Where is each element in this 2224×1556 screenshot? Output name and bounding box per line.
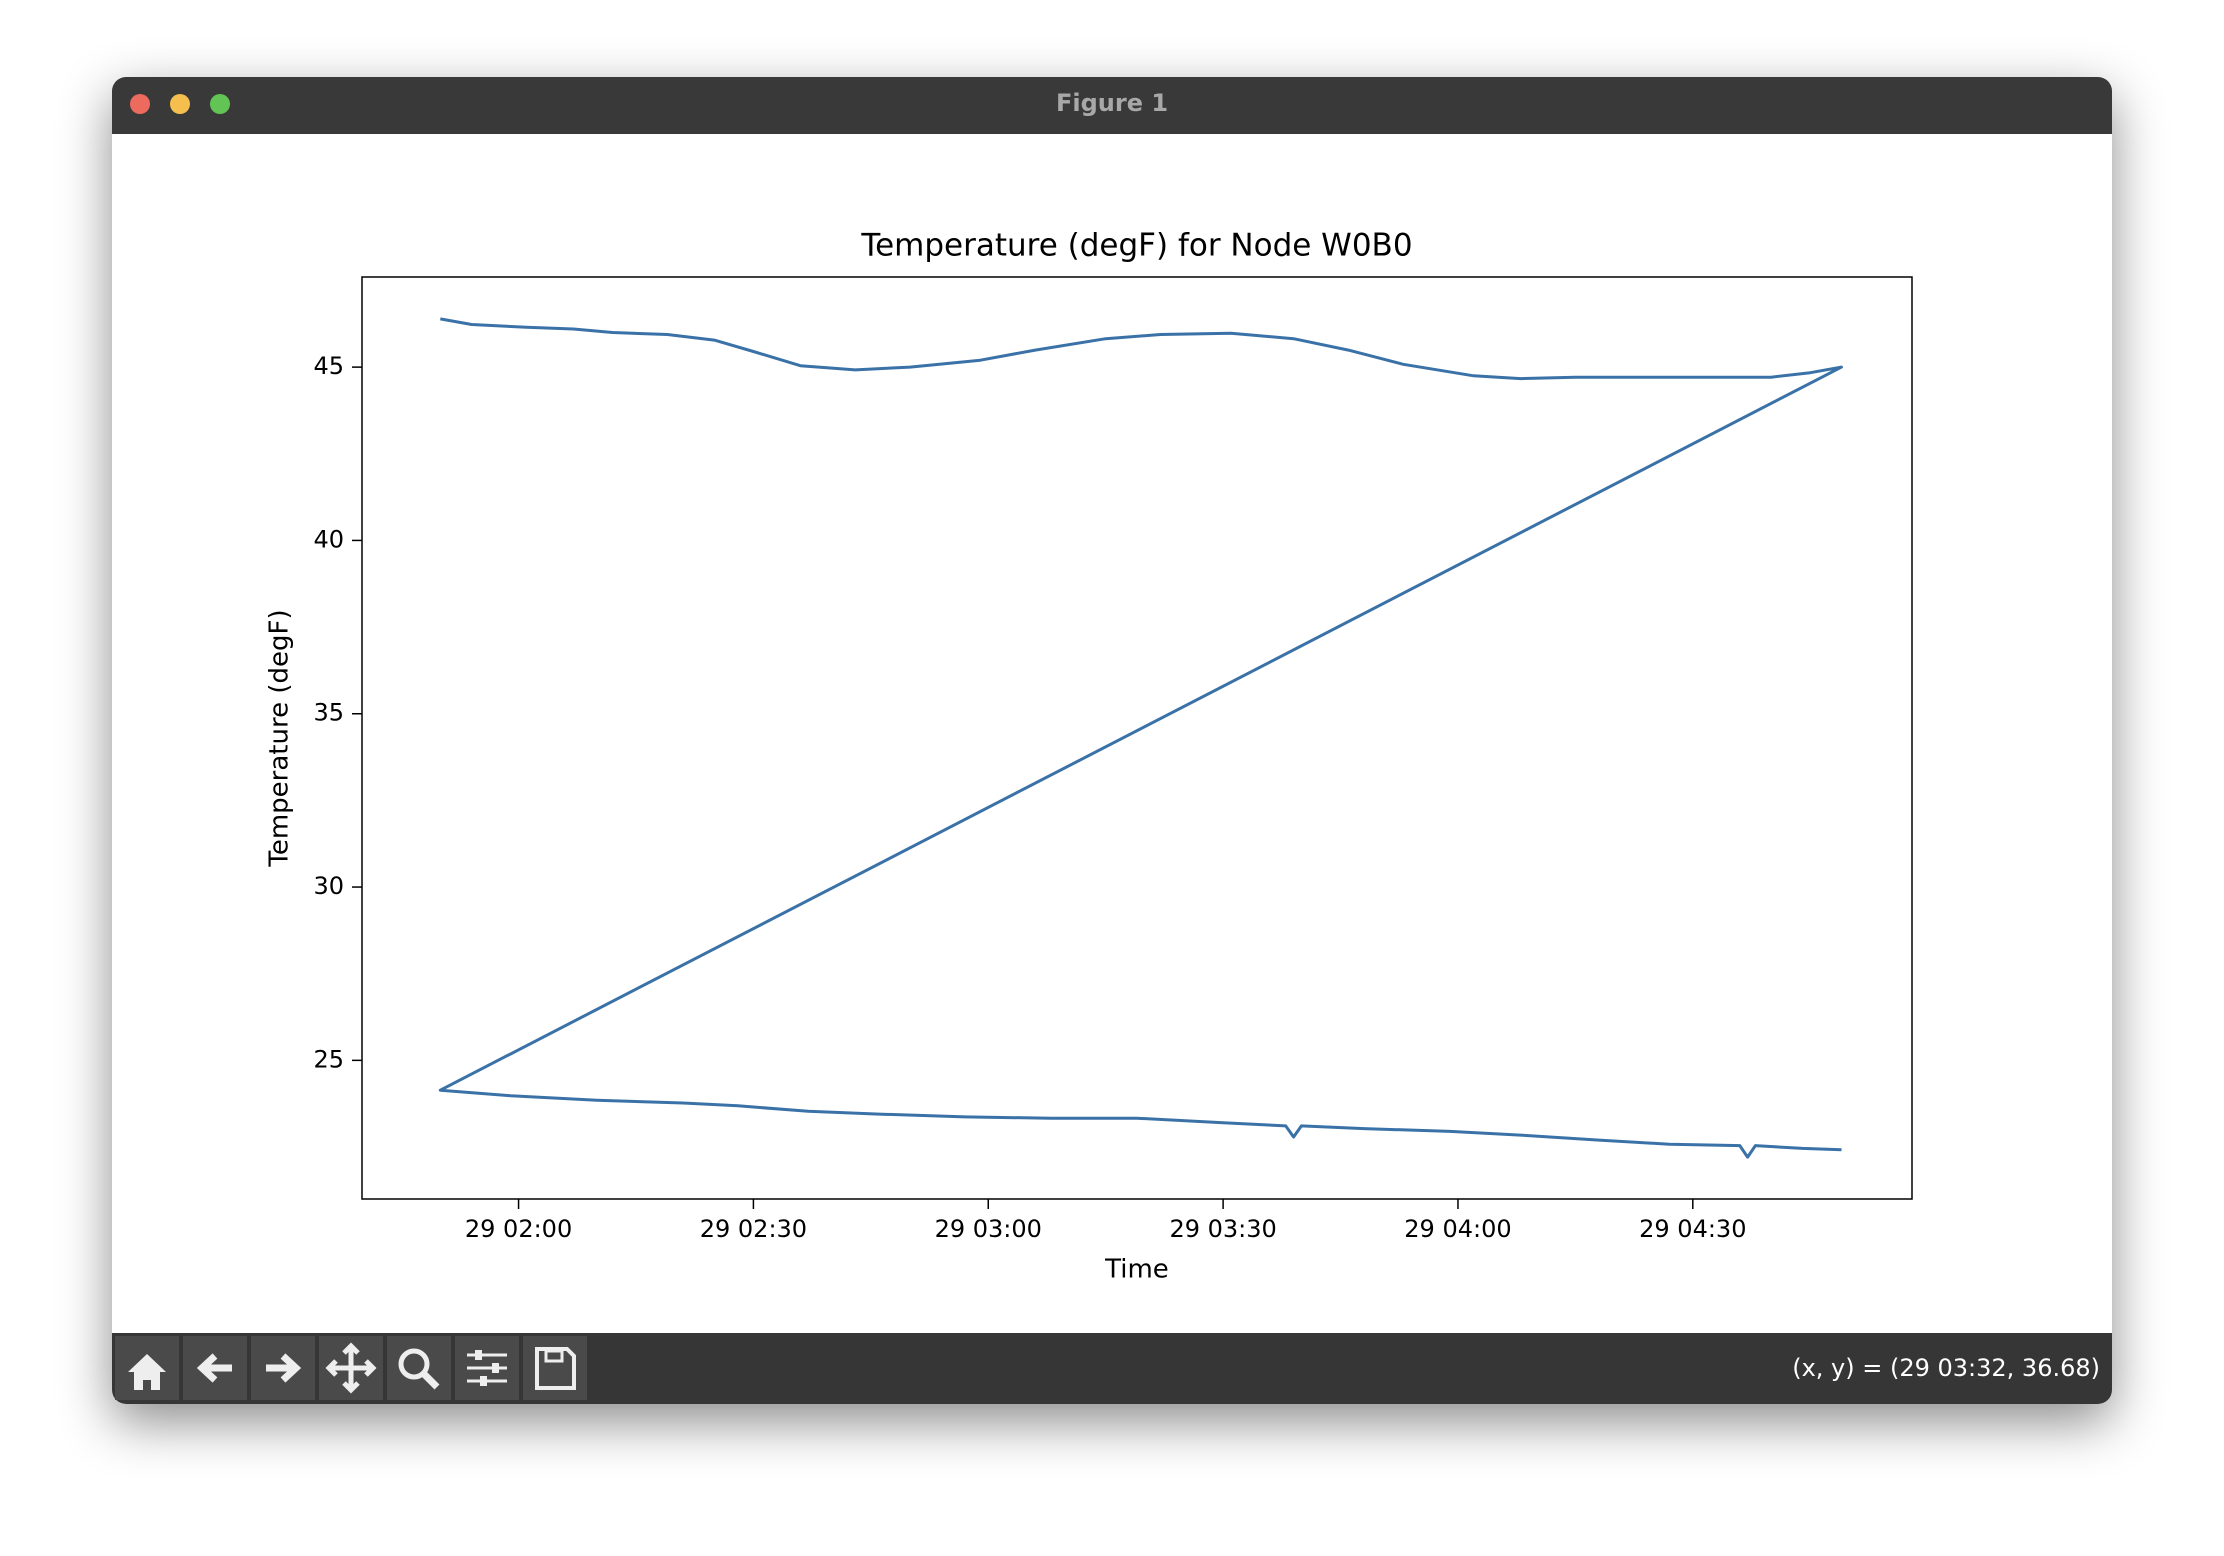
y-tick-label: 25 [313,1045,344,1073]
toolbar-buttons [115,1336,587,1400]
configure-button[interactable] [455,1336,519,1400]
window [112,77,2112,1404]
y-tick-label: 35 [313,699,344,727]
close-button[interactable] [130,94,150,114]
forward-button[interactable] [251,1336,315,1400]
y-tick-label: 40 [313,525,344,553]
y-tick-label: 30 [313,872,344,900]
chart-title: Temperature (degF) for Node W0B0 [860,228,1412,264]
x-tick-label: 29 03:30 [1169,1215,1276,1243]
zoom-button[interactable] [210,94,230,114]
pan-button[interactable] [319,1336,383,1400]
x-tick-label: 29 03:00 [935,1215,1042,1243]
minimize-button[interactable] [170,94,190,114]
data-line [438,317,1843,1159]
title-bar [112,77,2112,134]
plot-frame [361,276,1913,1200]
x-tick-label: 29 02:00 [465,1215,572,1243]
back-button[interactable] [183,1336,247,1400]
window-title: Figure 1 [1056,89,1168,117]
x-axis-label: Time [1104,1255,1169,1285]
x-tick-label: 29 04:00 [1404,1215,1511,1243]
y-axis-label: Temperature (degF) [265,609,295,867]
x-tick-label: 29 04:30 [1639,1215,1746,1243]
home-button[interactable] [115,1336,179,1400]
x-tick-label: 29 02:30 [700,1215,807,1243]
save-button[interactable] [523,1336,587,1400]
status-text: (x, y) = (29 03:32, 36.68) [1792,1354,2100,1382]
zoom-tool-button[interactable] [387,1336,451,1400]
y-tick-label: 45 [313,352,344,380]
